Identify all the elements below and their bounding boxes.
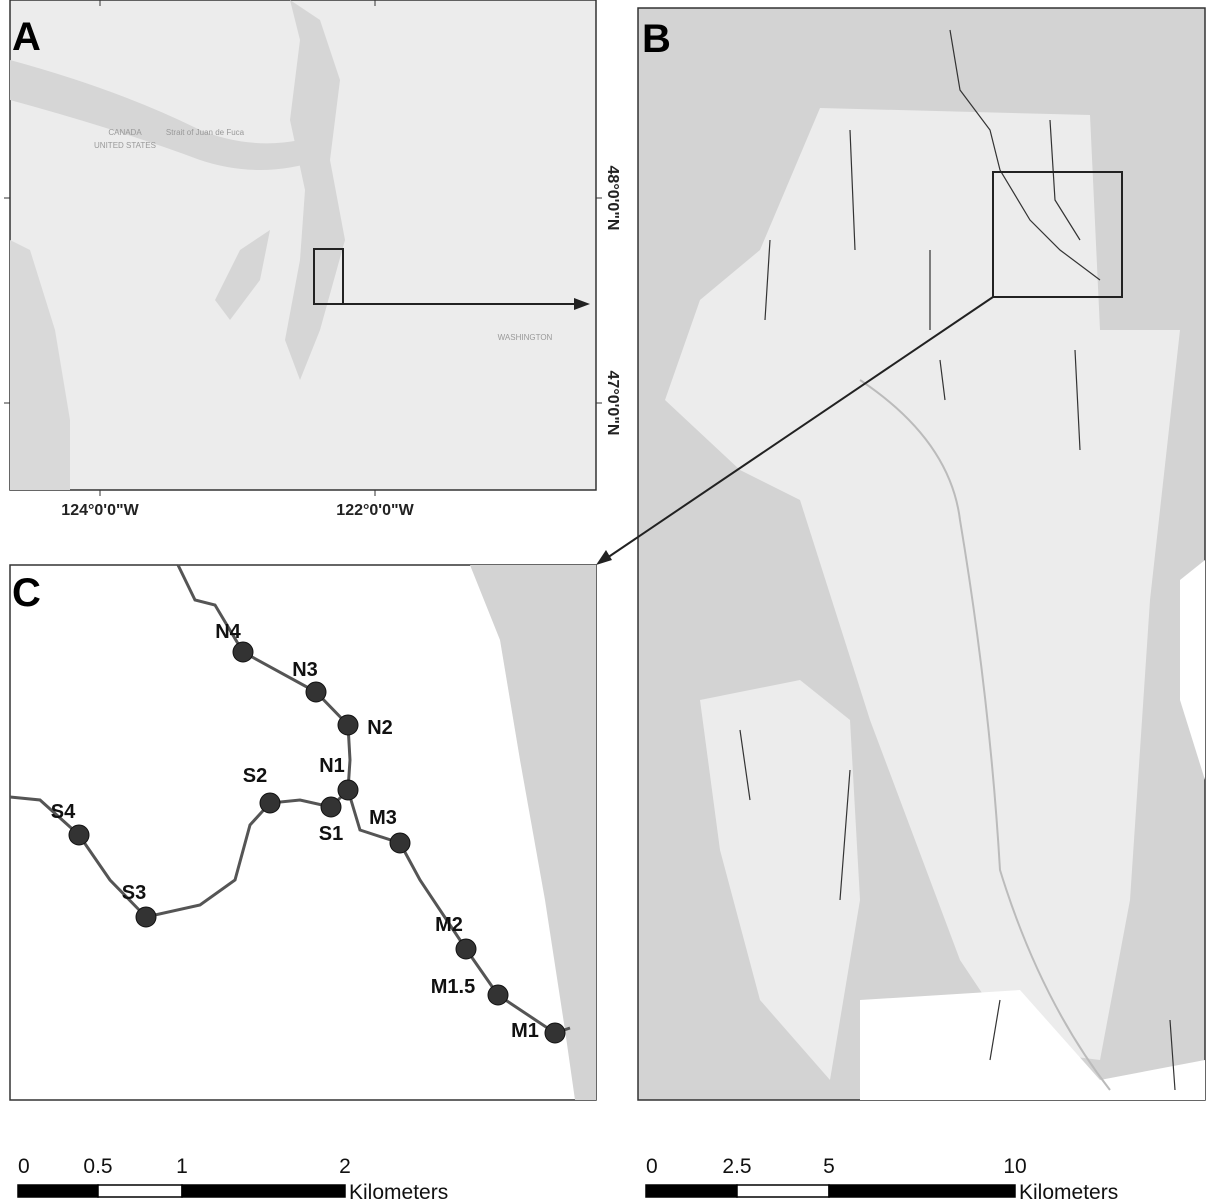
site-marker <box>390 833 410 853</box>
site-label: S1 <box>319 823 343 845</box>
map-label: UNITED STATES <box>94 141 156 150</box>
latitude-label: 48°0'0"N <box>604 166 621 231</box>
scale-bars: 0 0.5 1 2 Kilometers 0 2.5 5 10 Kilometers <box>18 1155 1118 1203</box>
site-label: S3 <box>122 882 146 904</box>
longitude-label: 124°0'0"W <box>61 502 139 519</box>
site-marker <box>260 793 280 813</box>
arrowhead <box>596 550 612 565</box>
panel-label: B <box>642 17 671 61</box>
site-label: S4 <box>51 801 76 823</box>
panel-label: A <box>12 15 41 59</box>
site-marker <box>69 825 89 845</box>
site-label: M2 <box>435 914 463 936</box>
site-label: S2 <box>243 765 267 787</box>
scale-unit: Kilometers <box>349 1181 448 1203</box>
scale-segment <box>18 1185 98 1197</box>
site-marker <box>456 939 476 959</box>
site-marker <box>306 682 326 702</box>
scale-label: 10 <box>1003 1155 1026 1178</box>
scale-label: 5 <box>823 1155 835 1178</box>
site-label: N3 <box>292 659 318 681</box>
scale-label: 0.5 <box>83 1155 112 1178</box>
panel-label: C <box>12 571 41 615</box>
scale-segment <box>182 1185 345 1197</box>
scale-label: 0 <box>646 1155 658 1178</box>
site-label: M3 <box>369 807 397 829</box>
figure: CANADA UNITED STATES Strait of Juan de F… <box>0 0 1207 1203</box>
site-label: M1.5 <box>431 976 475 998</box>
site-marker <box>488 985 508 1005</box>
site-label: M1 <box>511 1020 539 1042</box>
map-label: WASHINGTON <box>498 333 553 342</box>
scale-unit: Kilometers <box>1019 1181 1118 1203</box>
map-label: Strait of Juan de Fuca <box>166 128 245 137</box>
scale-segment <box>98 1185 182 1197</box>
site-marker <box>321 797 341 817</box>
site-marker <box>136 907 156 927</box>
scale-label: 2 <box>339 1155 351 1178</box>
scale-label: 2.5 <box>722 1155 751 1178</box>
map-label: CANADA <box>108 128 142 137</box>
longitude-label: 122°0'0"W <box>336 502 414 519</box>
scale-segment <box>646 1185 737 1197</box>
scale-label: 0 <box>18 1155 30 1178</box>
scale-segment <box>737 1185 829 1197</box>
site-marker <box>338 780 358 800</box>
scale-segment <box>829 1185 1015 1197</box>
site-marker <box>545 1023 565 1043</box>
latitude-label: 47°0'0"N <box>604 371 621 436</box>
site-marker <box>233 642 253 662</box>
site-label: N4 <box>215 621 241 643</box>
scale-label: 1 <box>176 1155 188 1178</box>
site-marker <box>338 715 358 735</box>
site-label: N2 <box>367 717 393 739</box>
site-label: N1 <box>319 755 345 777</box>
